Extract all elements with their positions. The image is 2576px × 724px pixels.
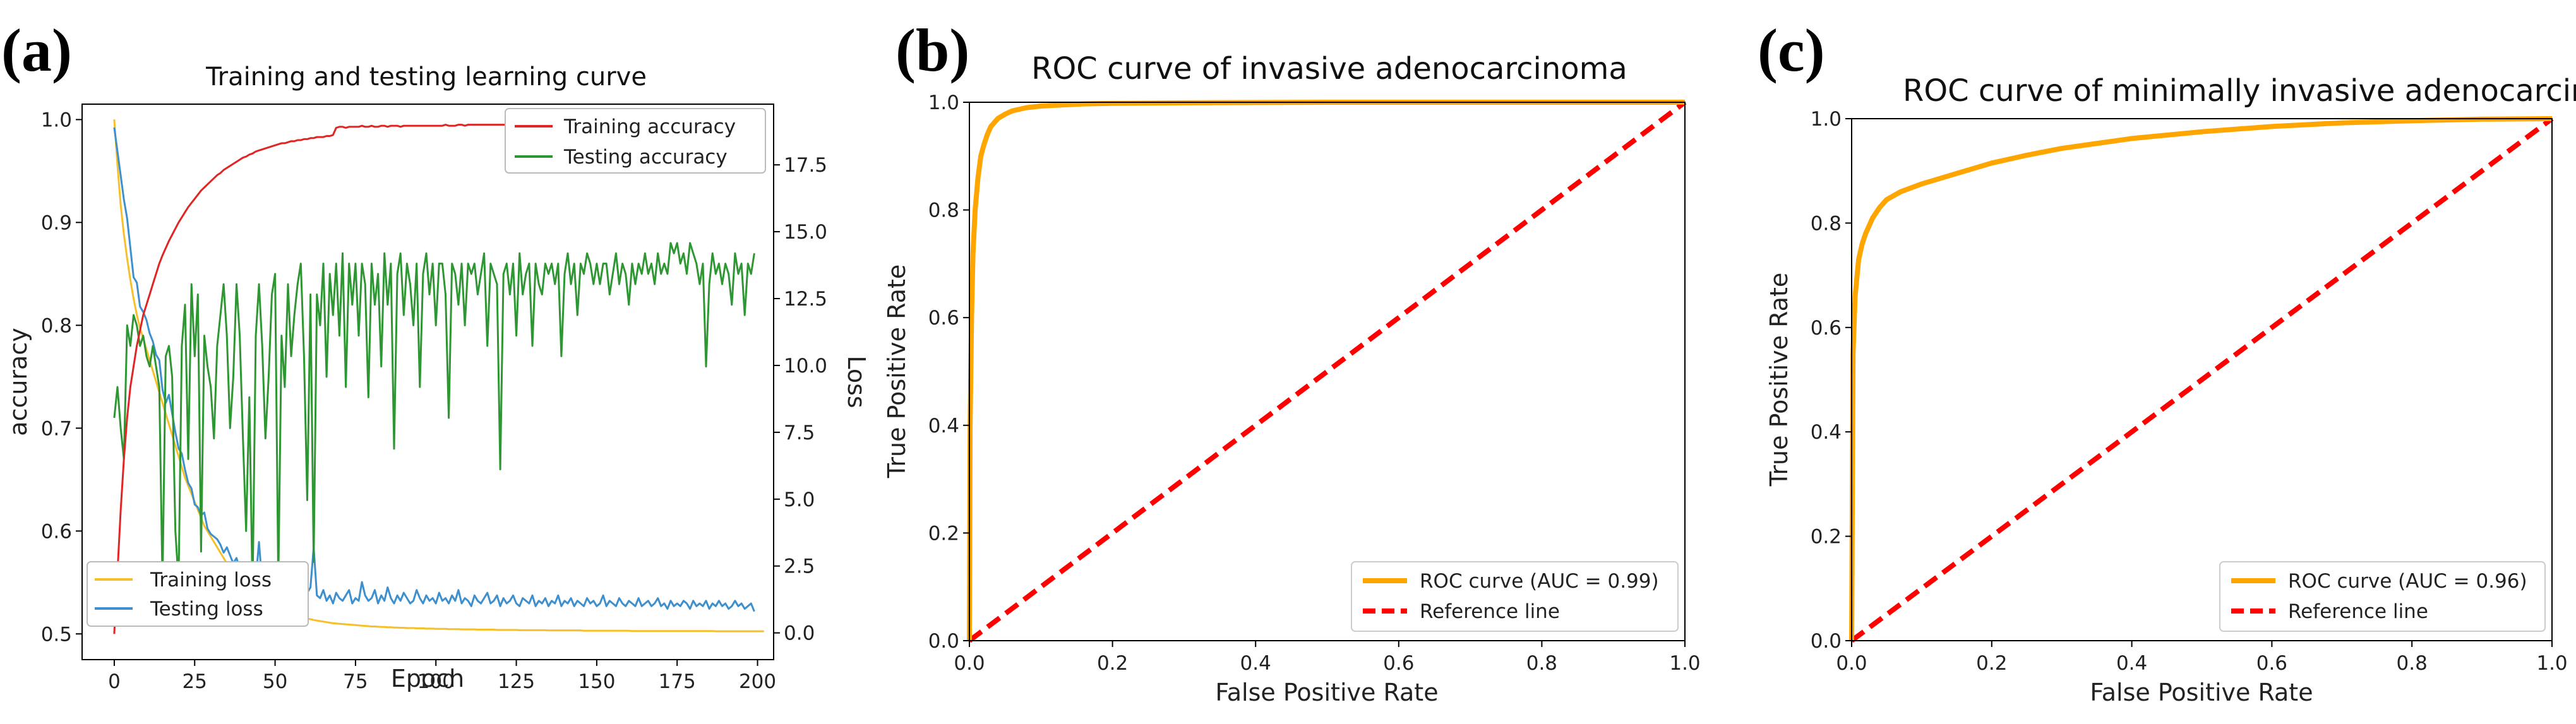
y-tick-label: 1.0: [41, 109, 72, 131]
x-tick-label: 0.0: [954, 652, 985, 675]
legend-test-loss-label: Testing loss: [150, 598, 263, 620]
chart-c-xlabel: False Positive Rate: [2090, 679, 2313, 706]
x-tick-label: 0.0: [1836, 652, 1867, 675]
chart-a-ylabel: accuracy: [4, 328, 32, 436]
y2-tick-label: 2.5: [784, 555, 815, 578]
chart-a-title: Training and testing learning curve: [205, 62, 647, 92]
panel-label-a: (a): [1, 16, 72, 84]
x-tick-label: 175: [659, 670, 696, 693]
x-tick-label: 50: [263, 670, 287, 693]
x-tick-label: 1.0: [1669, 652, 1700, 675]
y-tick-label: 0.0: [928, 630, 959, 653]
x-tick-label: 150: [578, 670, 615, 693]
y-tick-label: 0.8: [1811, 212, 1842, 235]
x-tick-label: 125: [498, 670, 535, 693]
roc-curve: [967, 100, 1685, 641]
y2-tick-label: 7.5: [784, 422, 815, 444]
chart-c-legend: ROC curve (AUC = 0.96) Reference line: [2219, 561, 2546, 632]
y-tick-label: 0.0: [1811, 630, 1842, 653]
chart-c-title: ROC curve of minimally invasive adenocar…: [1903, 73, 2576, 109]
chart-a-legend-bottom: Training loss Testing loss: [87, 561, 309, 627]
chart-b-legend: ROC curve (AUC = 0.99) Reference line: [1351, 561, 1679, 632]
legend-train-loss-label: Training loss: [150, 569, 272, 591]
y-tick-label: 0.5: [41, 623, 72, 646]
y-tick-label: 0.8: [928, 199, 959, 222]
x-tick-label: 0.6: [1383, 652, 1414, 675]
x-tick-label: 75: [343, 670, 368, 693]
chart-b-title: ROC curve of invasive adenocarcinoma: [1031, 51, 1627, 86]
legend-test-acc-label: Testing accuracy: [563, 146, 728, 169]
y2-tick-label: 15.0: [784, 221, 827, 244]
y-tick-label: 0.9: [41, 211, 72, 234]
y-tick-label: 0.4: [928, 415, 959, 437]
y-tick-label: 0.6: [928, 307, 959, 329]
x-tick-label: 0.8: [1526, 652, 1557, 675]
y2-tick-label: 17.5: [784, 154, 827, 177]
y2-tick-label: 0.0: [784, 622, 815, 645]
reference-line: [967, 100, 1687, 643]
x-tick-label: 25: [183, 670, 207, 693]
legend-c-box: [2219, 561, 2546, 632]
legend-b-box: [1351, 561, 1679, 632]
y-tick-label: 0.2: [1811, 526, 1842, 549]
x-tick-label: 0: [108, 670, 121, 693]
y-tick-label: 0.2: [928, 522, 959, 545]
legend-c-roc-label: ROC curve (AUC = 0.96): [2288, 570, 2527, 593]
series-line-testing-loss: [113, 127, 755, 612]
chart-a-legend-top: Training accuracy Testing accuracy: [505, 108, 766, 174]
chart-b-xlabel: False Positive Rate: [1215, 679, 1438, 706]
chart-b-frame: [969, 102, 1686, 641]
y-tick-label: 0.8: [41, 314, 72, 337]
panel-a-learning-curve: Training and testing learning curve 0 25 5…: [4, 62, 870, 693]
x-tick-label: 0.4: [2116, 652, 2147, 675]
y2-tick-label: 12.5: [784, 288, 827, 311]
x-tick-label: 0.6: [2256, 652, 2287, 675]
chart-a-frame: [81, 104, 774, 660]
x-tick-label: 1.0: [2536, 652, 2567, 675]
y-tick-label: 1.0: [1811, 108, 1842, 131]
reference-line: [1850, 116, 2554, 643]
chart-c-frame: [1851, 118, 2553, 641]
chart-a-xlabel: Epoch: [391, 665, 464, 692]
panel-c-roc-minimally-invasive: ROC curve of minimally invasive adenocar…: [1765, 73, 2576, 706]
y-tick-label: 0.6: [1811, 317, 1842, 340]
legend-bottom-box: [87, 561, 309, 627]
legend-b-ref-label: Reference line: [1420, 600, 1560, 623]
series-line-testing-accuracy: [113, 242, 755, 594]
y-tick-label: 0.7: [41, 417, 72, 440]
x-tick-label: 0.4: [1240, 652, 1271, 675]
legend-train-acc-label: Training accuracy: [563, 116, 736, 138]
roc-curve: [1849, 116, 2553, 641]
legend-b-roc-label: ROC curve (AUC = 0.99): [1420, 570, 1659, 593]
legend-top-box: [505, 108, 766, 174]
series-line-training-loss: [113, 119, 764, 632]
x-tick-label: 0.8: [2397, 652, 2428, 675]
y-tick-label: 0.4: [1811, 421, 1842, 444]
y2-tick-label: 5.0: [784, 489, 815, 511]
chart-c-ylabel: True Positive Rate: [1765, 273, 1793, 487]
x-tick-label: 0.2: [1097, 652, 1128, 675]
panel-b-roc-invasive: ROC curve of invasive adenocarcinoma 0.0…: [883, 51, 1701, 706]
panel-label-b: (b): [896, 16, 969, 84]
y-tick-label: 1.0: [928, 92, 959, 114]
chart-a-y2label: Loss: [842, 355, 870, 408]
y2-tick-label: 10.0: [784, 355, 827, 377]
chart-b-ylabel: True Positive Rate: [883, 264, 911, 479]
x-tick-label: 0.2: [1976, 652, 2007, 675]
x-tick-label: 100: [417, 670, 455, 693]
panel-label-c: (c): [1758, 16, 1825, 84]
x-tick-label: 200: [739, 670, 776, 693]
legend-c-ref-label: Reference line: [2288, 600, 2428, 623]
y-tick-label: 0.6: [41, 520, 72, 543]
